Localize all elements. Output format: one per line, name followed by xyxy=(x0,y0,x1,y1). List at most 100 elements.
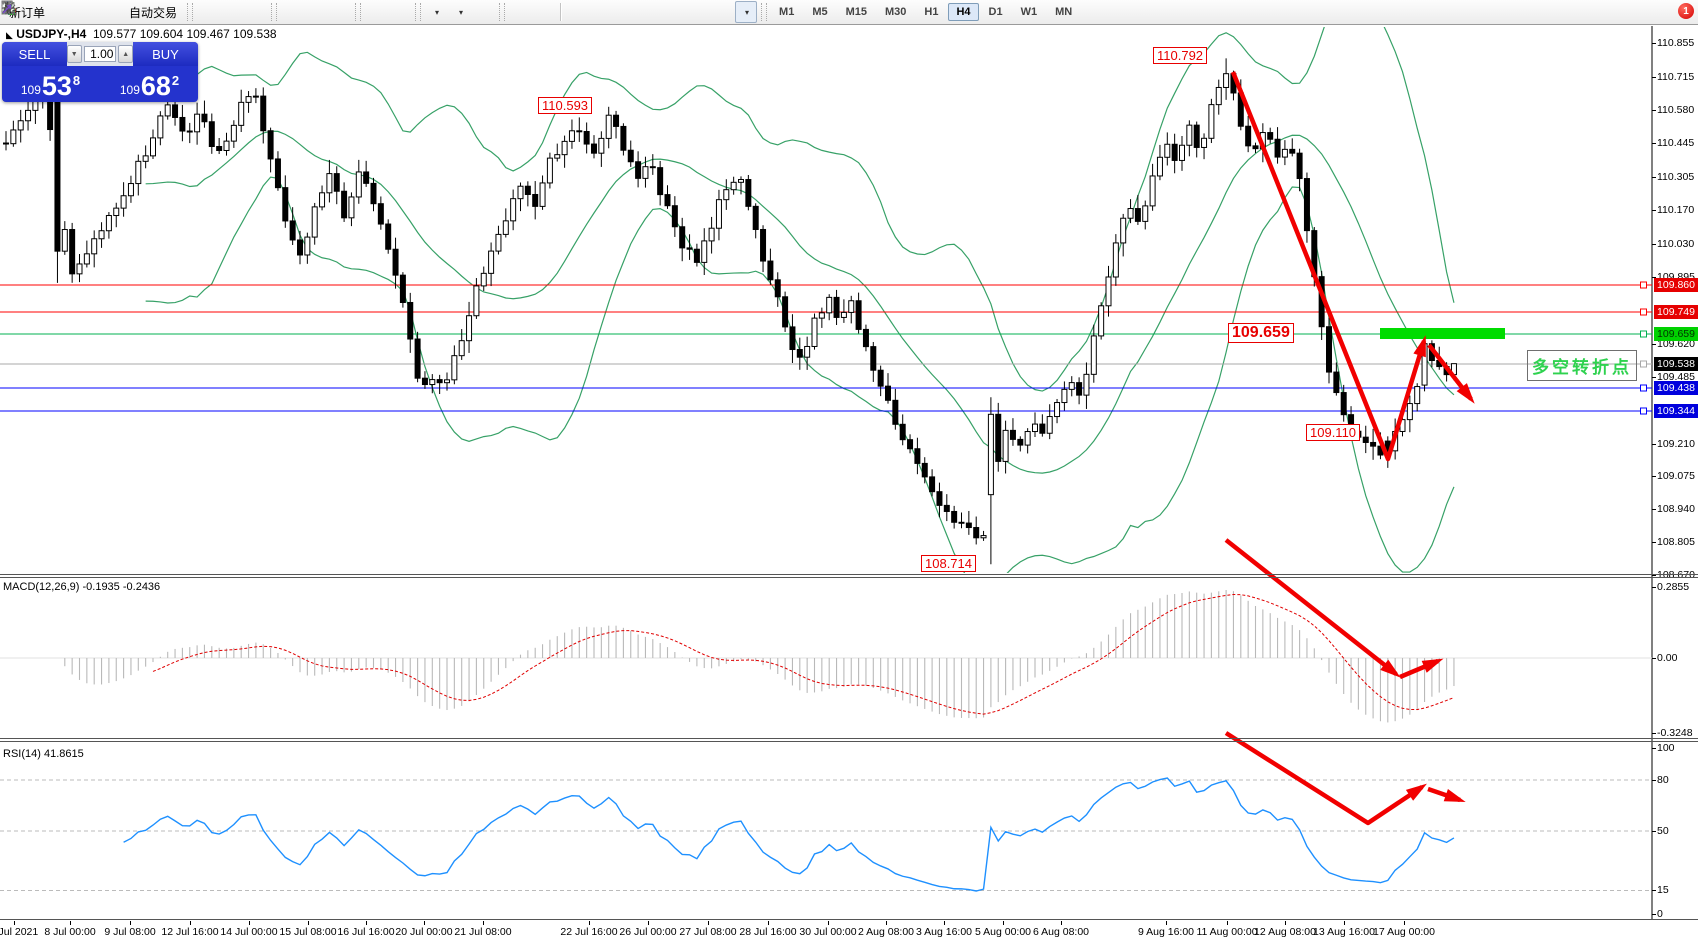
level-line-handle[interactable] xyxy=(1640,407,1647,415)
price-tick-label: 110.715 xyxy=(1657,71,1695,83)
date-tick-mark xyxy=(70,921,71,925)
price-tick-mark xyxy=(1652,110,1656,111)
price-tick-mark xyxy=(1652,43,1656,44)
timeframe-w1[interactable]: W1 xyxy=(1020,6,1038,18)
sell-price-pip: 8 xyxy=(72,73,81,88)
price-tick-label: 110.170 xyxy=(1657,204,1695,216)
price-tick-label: 109.075 xyxy=(1657,470,1695,482)
date-tick-label: 15 Jul 08:00 xyxy=(279,926,337,938)
price-tick-mark xyxy=(1652,143,1656,144)
macd-indicator xyxy=(0,590,1652,723)
notification-icon[interactable]: 1 xyxy=(1678,3,1694,19)
volume-increase-button[interactable]: ▲ xyxy=(118,45,133,63)
label-icon[interactable]: T xyxy=(1,1,733,23)
macd-tick-mark xyxy=(1652,733,1656,734)
date-tick-mark xyxy=(1061,921,1062,925)
rsi-tick-label: 0 xyxy=(1657,908,1663,920)
buy-price[interactable]: 109 68 2 xyxy=(101,66,198,102)
date-tick-label: 27 Jul 08:00 xyxy=(679,926,737,938)
date-tick-label: 21 Jul 08:00 xyxy=(454,926,512,938)
date-tick-label: 14 Jul 00:00 xyxy=(220,926,278,938)
rsi-tick-label: 15 xyxy=(1657,884,1669,896)
price-tick-mark xyxy=(1652,177,1656,178)
price-tick-label: 109.210 xyxy=(1657,438,1695,450)
level-line-handle[interactable] xyxy=(1640,281,1647,289)
date-tick-mark xyxy=(249,921,250,925)
time-axis-divider xyxy=(0,919,1698,920)
timeframe-m15[interactable]: M15 xyxy=(845,6,867,18)
date-tick-mark xyxy=(1344,921,1345,925)
price-tick-label: 110.305 xyxy=(1657,171,1695,183)
price-level-label: 109.749 xyxy=(1654,305,1698,319)
price-tick-mark xyxy=(1652,377,1656,378)
price-tick-mark xyxy=(1652,277,1656,278)
date-tick-mark xyxy=(1003,921,1004,925)
volume-decrease-button[interactable]: ▼ xyxy=(67,45,82,63)
price-tick-label: 108.940 xyxy=(1657,503,1695,515)
date-tick-label: 13 Aug 16:00 xyxy=(1313,926,1375,938)
timeframe-m30[interactable]: M30 xyxy=(885,6,907,18)
timeframe-h1[interactable]: H1 xyxy=(924,6,939,18)
annotation-price-label[interactable]: 109.659 xyxy=(1228,323,1294,343)
date-tick-mark xyxy=(708,921,709,925)
date-tick-label: 9 Aug 16:00 xyxy=(1137,926,1195,938)
timeframe-mn[interactable]: MN xyxy=(1055,6,1073,18)
level-line-handle[interactable] xyxy=(1640,330,1647,338)
volume-input[interactable]: 1.00 xyxy=(83,46,117,62)
level-line-handle[interactable] xyxy=(1640,308,1647,316)
price-level-label: 109.438 xyxy=(1654,381,1698,395)
annotation-price-label[interactable]: 108.714 xyxy=(921,555,976,572)
price-tick-mark xyxy=(1652,444,1656,445)
timeframe-m1[interactable]: M1 xyxy=(779,6,795,18)
annotation-price-label[interactable]: 109.110 xyxy=(1306,424,1361,441)
price-level-label: 109.659 xyxy=(1654,327,1698,341)
sell-button[interactable]: SELL xyxy=(2,42,67,66)
new-order-label: 新订单 xyxy=(9,5,46,20)
price-level-label: 109.538 xyxy=(1654,357,1698,371)
timeframe-m5[interactable]: M5 xyxy=(812,6,828,18)
rsi-tick-mark xyxy=(1652,748,1656,749)
macd-tick-label: -0.3248 xyxy=(1657,727,1693,739)
price-level-label: 109.860 xyxy=(1654,278,1698,292)
level-line-handle[interactable] xyxy=(1640,360,1647,368)
macd-pane-divider[interactable] xyxy=(0,574,1698,575)
annotation-text-box[interactable]: 多空转折点 xyxy=(1527,350,1637,381)
date-tick-label: 30 Jul 00:00 xyxy=(799,926,857,938)
ohlc-open: 109.577 xyxy=(92,27,137,41)
date-tick-mark xyxy=(589,921,590,925)
macd-tick-label: 0.00 xyxy=(1657,652,1678,664)
buy-button[interactable]: BUY xyxy=(133,42,198,66)
annotation-price-label[interactable]: 110.792 xyxy=(1153,47,1208,64)
price-tick-label: 110.030 xyxy=(1657,238,1695,250)
rsi-tick-mark xyxy=(1652,914,1656,915)
date-tick-mark xyxy=(768,921,769,925)
symbol-ohlc-line: ◣ USDJPY-,H4 109.577 109.604 109.467 109… xyxy=(6,27,277,41)
date-tick-mark xyxy=(1166,921,1167,925)
ohlc-high: 109.604 xyxy=(139,27,184,41)
date-tick-label: 7 Jul 2021 xyxy=(0,926,39,938)
timeframe-d1[interactable]: D1 xyxy=(988,6,1003,18)
sell-price[interactable]: 109 53 8 xyxy=(2,66,99,102)
timeframe-h4[interactable]: H4 xyxy=(948,3,979,21)
candlesticks xyxy=(3,49,1457,565)
level-line-handle[interactable] xyxy=(1640,384,1647,392)
arrows-icon[interactable]: ▾ xyxy=(2,1,758,23)
date-tick-label: 22 Jul 16:00 xyxy=(560,926,618,938)
auto-trading-label: 自动交易 xyxy=(129,5,178,20)
rsi-tick-label: 80 xyxy=(1657,774,1669,786)
date-tick-label: 9 Jul 08:00 xyxy=(104,926,156,938)
macd-tick-label: 0.2855 xyxy=(1657,581,1690,593)
price-tick-mark xyxy=(1652,509,1656,510)
date-tick-mark xyxy=(1227,921,1228,925)
text-icon[interactable]: A xyxy=(3,1,709,23)
date-tick-mark xyxy=(1404,921,1405,925)
volume-control: ▼ 1.00 ▲ xyxy=(67,42,133,66)
green-highlight-zone xyxy=(1380,328,1505,339)
date-tick-label: 12 Jul 16:00 xyxy=(161,926,219,938)
annotation-price-label[interactable]: 110.593 xyxy=(538,97,593,114)
price-tick-label: 110.580 xyxy=(1657,104,1695,116)
rsi-pane-divider[interactable] xyxy=(0,738,1698,739)
date-tick-label: 12 Aug 08:00 xyxy=(1254,926,1316,938)
